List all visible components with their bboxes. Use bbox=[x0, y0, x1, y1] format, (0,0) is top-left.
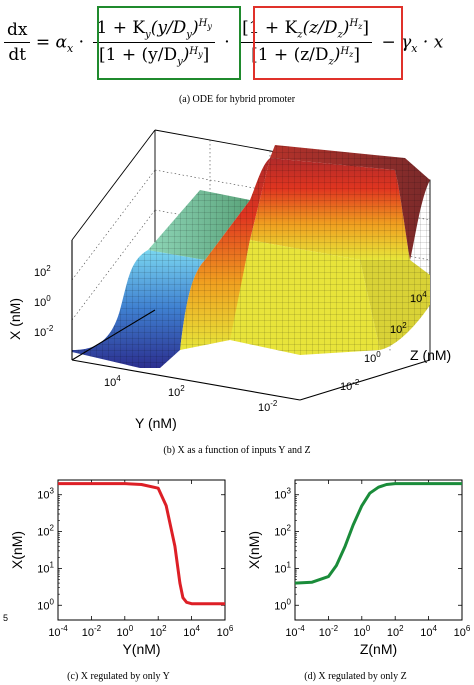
y-tick-label: 101 bbox=[274, 560, 291, 575]
x-tick-0: 102 bbox=[34, 264, 51, 279]
caption-d: (d) X regulated by only Z bbox=[304, 671, 407, 682]
x-tick-label: 106 bbox=[454, 624, 471, 639]
fy-num-close: ) bbox=[191, 18, 199, 38]
alpha-symbol: α bbox=[55, 32, 68, 53]
y-tick-label: 102 bbox=[274, 524, 291, 539]
y-tick-0: 104 bbox=[104, 374, 121, 389]
x-tick-label: 102 bbox=[150, 624, 167, 639]
y-tick-label: 100 bbox=[274, 597, 291, 612]
y-term: 1 + Ky(y/Dy)Hy [1 + (y/Dy)Hy] bbox=[93, 18, 215, 68]
stray-mark: 5 bbox=[3, 613, 9, 623]
series-line bbox=[294, 482, 462, 585]
fy-num-sub: y bbox=[145, 29, 151, 41]
surface bbox=[72, 145, 430, 368]
surface-plot: 102 100 10-2 104 102 10-2 104 102 100 10… bbox=[7, 129, 451, 431]
surface-z-axis-label: Z (nM) bbox=[410, 347, 451, 363]
derivative: dx dt bbox=[4, 20, 31, 66]
fy-den-sub: y bbox=[177, 56, 183, 68]
dot-2: · bbox=[224, 32, 230, 53]
plot-box-front bbox=[71, 240, 431, 401]
fy-num-arg: (y/D bbox=[150, 18, 187, 38]
plot-frame bbox=[294, 479, 463, 621]
y-axis-label: X(nM) bbox=[246, 531, 262, 569]
z-term-box bbox=[253, 6, 403, 80]
equation-tail: · x bbox=[422, 32, 444, 53]
y-term-box bbox=[97, 6, 241, 80]
x-tick-label: 104 bbox=[420, 624, 437, 639]
fz-den-exp-sub: z bbox=[349, 49, 354, 59]
x-axis-label: Y(nM) bbox=[122, 641, 160, 657]
x-tick-label: 100 bbox=[116, 624, 133, 639]
chart-y-only: 10-4 10-2 100 102 104 106 100 101 102 103 Y(nM) X(n… bbox=[9, 479, 234, 657]
fz-num-sub: z bbox=[297, 29, 303, 41]
y-tick-label: 100 bbox=[37, 597, 54, 612]
fz-den: [1 + (z/D bbox=[251, 45, 329, 66]
fz-den-sub: z bbox=[328, 56, 334, 68]
y-tick-label: 103 bbox=[37, 487, 54, 502]
chart-z-only: 10-4 10-2 100 102 104 106 100 101 102 103 Z(nM) X(n… bbox=[246, 479, 471, 657]
fz-den-close: ) bbox=[333, 45, 341, 66]
fy-den-exp-sub: y bbox=[198, 49, 203, 59]
minus-sign: − bbox=[381, 32, 396, 53]
fz-num: [1 + K bbox=[242, 18, 298, 38]
x-axis-label: Z(nM) bbox=[360, 641, 397, 657]
fz-num-close: ) bbox=[342, 18, 350, 38]
alpha-sub: x bbox=[67, 41, 74, 55]
fz-num-end: ] bbox=[362, 18, 370, 38]
x-tick-1: 100 bbox=[34, 294, 51, 309]
y-axis-label: X(nM) bbox=[9, 531, 25, 569]
plot-frame bbox=[57, 479, 226, 621]
fy-num-exp: H bbox=[198, 18, 208, 30]
dot-1: · bbox=[78, 32, 85, 53]
x-tick-label: 102 bbox=[387, 624, 404, 639]
fz-den-end: ] bbox=[353, 45, 361, 66]
fz-num-arg-sub: z bbox=[337, 29, 343, 41]
x-tick-label: 10-4 bbox=[48, 624, 68, 639]
gamma-symbol: γ bbox=[401, 32, 412, 53]
equals-sign: = bbox=[35, 32, 51, 53]
fy-num-exp-sub: y bbox=[207, 22, 212, 32]
fz-num-arg: (z/D bbox=[302, 18, 338, 38]
derivative-num: dx bbox=[4, 20, 31, 44]
z-term: [1 + Kz(z/Dz)Hz] [1 + (z/Dz)Hz] bbox=[239, 18, 373, 68]
caption-b: (b) X as a function of inputs Y and Z bbox=[163, 445, 311, 456]
caption-c: (c) X regulated by only Y bbox=[67, 671, 170, 682]
x-tick-label: 100 bbox=[353, 624, 370, 639]
fz-den-exp: H bbox=[340, 45, 350, 57]
z-tick-2: 100 bbox=[364, 350, 381, 365]
x-tick-label: 104 bbox=[183, 624, 200, 639]
fz-num-exp-sub: z bbox=[358, 22, 363, 32]
gamma-sub: x bbox=[411, 41, 418, 55]
y-tick-2: 10-2 bbox=[258, 399, 278, 414]
y-tick-1: 102 bbox=[168, 384, 185, 399]
y-tick-label: 101 bbox=[37, 560, 54, 575]
fz-num-exp: H bbox=[349, 18, 359, 30]
caption-a: (a) ODE for hybrid promoter bbox=[178, 94, 296, 105]
surface-y-axis-label: Y (nM) bbox=[135, 415, 177, 431]
x-tick-label: 10-2 bbox=[82, 624, 102, 639]
fy-den: [1 + (y/D bbox=[99, 45, 178, 66]
fy-den-exp: H bbox=[189, 45, 199, 57]
fy-den-end: ] bbox=[202, 45, 210, 66]
z-tick-3: 10-2 bbox=[340, 378, 360, 393]
x-tick-2: 10-2 bbox=[34, 324, 54, 339]
y-tick-label: 102 bbox=[37, 524, 54, 539]
fy-num-arg-sub: y bbox=[186, 29, 192, 41]
ode-equation: dx dt = αx · 1 + Ky(y/Dy)Hy [1 + (y/Dy)H… bbox=[4, 18, 443, 68]
surface-x-axis-label: X (nM) bbox=[7, 298, 23, 340]
x-tick-label: 106 bbox=[217, 624, 234, 639]
fy-num: 1 + K bbox=[96, 18, 146, 38]
x-tick-label: 10-2 bbox=[319, 624, 339, 639]
fy-den-close: ) bbox=[182, 45, 190, 66]
x-tick-label: 10-4 bbox=[285, 624, 305, 639]
derivative-den: dt bbox=[8, 45, 27, 66]
y-tick-label: 103 bbox=[274, 487, 291, 502]
